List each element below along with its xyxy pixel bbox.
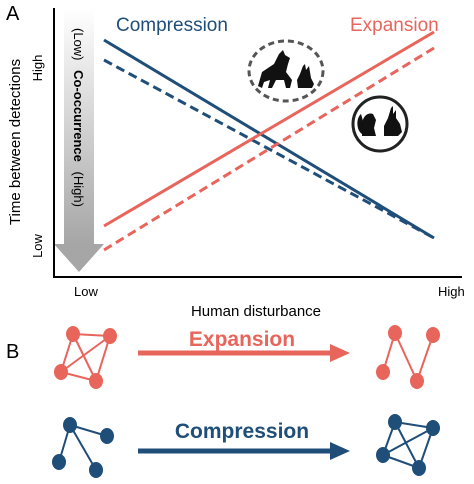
cooccurrence-title: Co-occurrence [71,70,86,162]
compression-solid-line [103,38,435,240]
x-high-label: High [438,284,465,299]
axes [53,8,462,278]
compression-before-node [89,462,103,478]
expansion-before-node [89,373,103,389]
expansion-solid-line [103,30,435,228]
x-axis-label: Human disturbance [191,303,321,320]
compression-arrowhead [330,442,350,460]
cooccurrence-label: (Low) Co-occurrence (High) [71,28,86,207]
expansion-before-node [54,364,68,380]
y-low-label: Low [30,233,45,257]
expansion-arrow-label: Expansion [189,328,295,351]
compression-line-label: Compression [116,15,228,36]
expansion-after-node [376,364,390,380]
y-axis-label: Time between detections [7,59,24,225]
expansion-network-before [60,333,111,382]
cooccurrence-arrow [54,8,104,272]
expansion-before-node [103,328,117,344]
compression-network-after [382,421,434,469]
cooccurrence-high: (High) [71,172,86,207]
y-high-label: High [30,55,45,82]
compression-dashed-line [103,58,435,240]
compression-network-before [58,424,108,471]
expansion-before-node [66,326,80,342]
compression-after-node [388,414,402,430]
compression-after-node [376,447,390,463]
compression-before-node [52,454,66,470]
svg-text:(Low) Co-occurrence: (Low) Co-occurrence (High) [71,28,86,207]
panel-a-label: A [6,3,20,25]
expansion-after-node [426,327,440,343]
expansion-dashed-line [103,46,435,252]
compression-arrow-label: Compression [175,420,309,443]
panel-b-label: B [6,341,19,363]
x-low-label: Low [74,284,98,299]
wolf-and-rabbit-silhouette-icon [247,39,325,103]
compression-before-node [63,417,77,433]
compression-after-node [426,420,440,436]
expansion-after-node [410,373,424,389]
expansion-network-after [382,332,434,382]
expansion-after-node [388,325,402,341]
squirrel-and-rabbit-silhouette-icon [351,95,409,153]
compression-before-node [100,428,114,444]
expansion-arrowhead [330,344,350,362]
cooccurrence-low: (Low) [71,28,86,61]
expansion-line-label: Expansion [350,15,439,36]
compression-after-node [412,460,426,476]
